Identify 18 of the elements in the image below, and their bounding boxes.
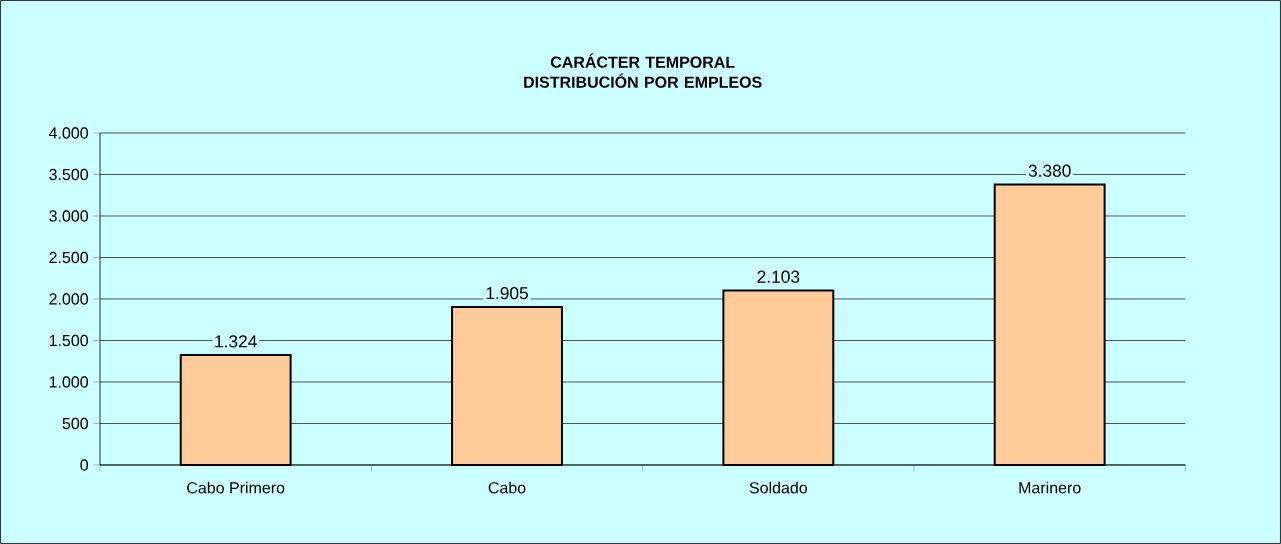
y-tick-label: 500 <box>62 417 89 430</box>
x-tick-label: Cabo <box>488 481 526 494</box>
x-tick-label: Marinero <box>1019 481 1081 494</box>
data-label: 1.905 <box>486 287 528 300</box>
x-tick-label: Soldado <box>749 481 807 494</box>
y-tick-label: 4.000 <box>48 127 88 139</box>
y-tick-label: 2.000 <box>49 293 88 305</box>
y-tick-label: 1.000 <box>49 376 88 388</box>
y-tick-label: 1.500 <box>49 334 88 347</box>
y-tick-label: 2.500 <box>49 251 88 264</box>
y-tick-label: 3.000 <box>49 210 88 222</box>
data-label: 1.324 <box>215 335 257 348</box>
data-label: 2.103 <box>757 270 800 283</box>
data-label: 3.380 <box>1028 164 1071 177</box>
y-tick-label: 3.500 <box>49 168 88 181</box>
x-tick-label: Cabo Primero <box>187 481 285 494</box>
y-tick-label: 0 <box>80 459 89 471</box>
chart-title: CARÁCTER TEMPORAL DISTRIBUCIÓN POR EMPLEOS <box>524 53 762 88</box>
